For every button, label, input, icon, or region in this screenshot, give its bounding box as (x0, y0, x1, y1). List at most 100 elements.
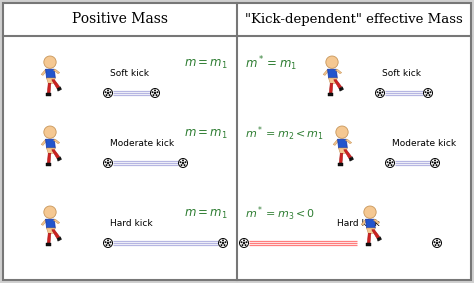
Circle shape (109, 244, 110, 246)
Circle shape (219, 239, 228, 248)
Circle shape (181, 164, 182, 166)
Circle shape (182, 162, 184, 164)
Polygon shape (334, 80, 342, 89)
Circle shape (179, 158, 188, 168)
Circle shape (182, 159, 184, 161)
Polygon shape (41, 219, 47, 225)
Text: $m = m_1$: $m = m_1$ (184, 127, 228, 141)
Circle shape (381, 94, 383, 96)
Polygon shape (47, 233, 51, 243)
Polygon shape (46, 219, 55, 228)
Circle shape (107, 92, 109, 94)
Polygon shape (333, 139, 339, 145)
Circle shape (44, 126, 56, 138)
Circle shape (423, 89, 432, 98)
Circle shape (107, 239, 109, 241)
Circle shape (379, 89, 381, 91)
Circle shape (107, 159, 109, 161)
Circle shape (429, 91, 431, 93)
Text: "Kick-dependent" effective Mass: "Kick-dependent" effective Mass (245, 12, 463, 25)
Circle shape (246, 241, 247, 243)
Circle shape (364, 206, 376, 218)
Circle shape (375, 89, 384, 98)
Polygon shape (329, 83, 333, 93)
Circle shape (155, 94, 157, 96)
Polygon shape (374, 219, 380, 224)
Circle shape (106, 244, 108, 246)
Circle shape (379, 92, 381, 94)
Text: Hard kick: Hard kick (337, 218, 380, 228)
Circle shape (389, 162, 391, 164)
Polygon shape (41, 139, 47, 145)
Circle shape (438, 241, 440, 243)
Circle shape (432, 239, 441, 248)
Circle shape (44, 56, 56, 68)
Circle shape (427, 89, 429, 91)
Polygon shape (372, 230, 380, 239)
Circle shape (386, 161, 389, 163)
Circle shape (436, 242, 438, 244)
Polygon shape (46, 139, 55, 148)
Polygon shape (339, 153, 343, 163)
Circle shape (436, 164, 438, 166)
Polygon shape (338, 148, 347, 153)
Polygon shape (52, 150, 60, 158)
Circle shape (103, 89, 112, 98)
Polygon shape (365, 219, 375, 228)
Polygon shape (57, 87, 62, 91)
Circle shape (105, 241, 107, 243)
Text: Soft kick: Soft kick (110, 68, 149, 78)
Circle shape (336, 126, 348, 138)
Circle shape (245, 244, 246, 246)
Text: $m = m_1$: $m = m_1$ (184, 207, 228, 220)
Circle shape (103, 239, 112, 248)
Text: Positive Mass: Positive Mass (72, 12, 168, 26)
Polygon shape (46, 78, 55, 83)
Circle shape (430, 158, 439, 168)
Polygon shape (344, 150, 352, 158)
Polygon shape (377, 237, 382, 241)
Circle shape (434, 162, 436, 164)
Circle shape (109, 241, 111, 243)
Circle shape (105, 91, 107, 93)
Circle shape (392, 161, 393, 163)
Circle shape (105, 161, 107, 163)
Polygon shape (41, 69, 47, 75)
Polygon shape (365, 243, 371, 246)
Circle shape (425, 91, 427, 93)
Polygon shape (328, 69, 337, 78)
Circle shape (387, 164, 390, 166)
Circle shape (376, 91, 379, 93)
Circle shape (103, 158, 112, 168)
Polygon shape (46, 243, 51, 246)
Text: Moderate kick: Moderate kick (110, 138, 174, 147)
Circle shape (434, 241, 436, 243)
Circle shape (109, 94, 110, 96)
Text: $m^* = m_2 < m_1$: $m^* = m_2 < m_1$ (245, 125, 324, 143)
Circle shape (180, 161, 182, 163)
Polygon shape (339, 87, 344, 91)
Circle shape (222, 239, 224, 241)
Circle shape (107, 89, 109, 91)
Circle shape (428, 94, 430, 96)
Circle shape (109, 161, 111, 163)
Polygon shape (57, 237, 62, 241)
Circle shape (243, 239, 245, 241)
Circle shape (156, 91, 158, 93)
Polygon shape (349, 157, 354, 161)
Polygon shape (54, 219, 60, 224)
Circle shape (382, 91, 383, 93)
Polygon shape (52, 230, 60, 239)
Polygon shape (46, 163, 51, 166)
Circle shape (151, 89, 159, 98)
Circle shape (243, 242, 245, 244)
Polygon shape (328, 93, 333, 96)
Circle shape (222, 242, 224, 244)
Circle shape (241, 244, 244, 246)
Circle shape (426, 94, 428, 96)
Circle shape (435, 244, 437, 246)
Circle shape (220, 244, 222, 246)
Circle shape (377, 94, 380, 96)
Polygon shape (367, 233, 371, 243)
Circle shape (184, 161, 186, 163)
